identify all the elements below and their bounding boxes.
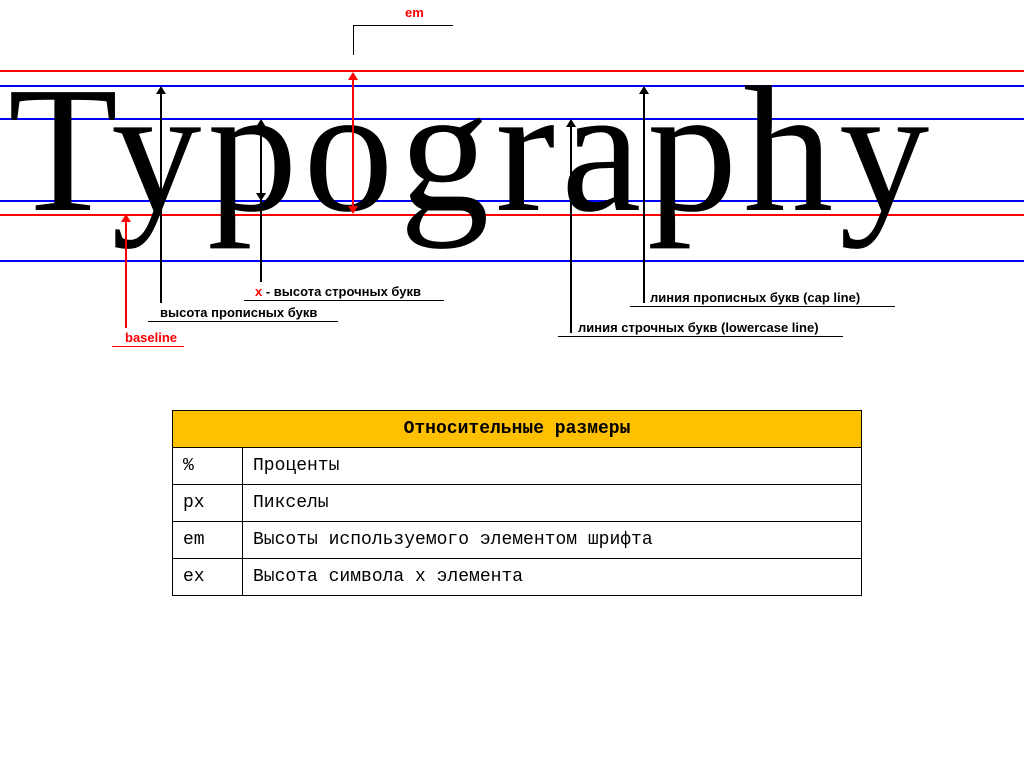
caps-arrow-down [156, 193, 166, 201]
x-height-arrow-down [256, 193, 266, 201]
x-height-vertical [260, 122, 262, 282]
capline-label-underline [630, 306, 895, 307]
table-row: px Пикселы [173, 485, 862, 522]
baseline-arrow [121, 214, 131, 222]
em-arrow-up [348, 72, 358, 80]
table-header: Относительные размеры [173, 411, 862, 448]
unit-cell: ex [173, 559, 243, 596]
baseline-label-underline [112, 346, 184, 347]
caps-label-underline [148, 321, 338, 322]
unit-cell: % [173, 448, 243, 485]
table-row: em Высоты используемого элементом шрифта [173, 522, 862, 559]
em-measure-line [352, 75, 354, 212]
lowercase-vertical [570, 121, 572, 333]
lowercase-arrow [566, 119, 576, 127]
lowercase-label: линия строчных букв (lowercase line) [578, 320, 819, 335]
typography-word: Typography [8, 60, 935, 240]
desc-cell: Пикселы [243, 485, 862, 522]
unit-cell: px [173, 485, 243, 522]
sizes-table-container: Относительные размеры % Проценты px Пикс… [172, 410, 862, 596]
table-row: % Проценты [173, 448, 862, 485]
em-horizontal-connector [353, 25, 453, 26]
descender-line [0, 260, 1024, 262]
x-label-underline [244, 300, 444, 301]
desc-cell: Проценты [243, 448, 862, 485]
capline-arrow [639, 86, 649, 94]
baseline-label: baseline [125, 330, 177, 345]
caps-arrow-up [156, 86, 166, 94]
caps-height-label: высота прописных букв [160, 305, 317, 320]
desc-cell: Высоты используемого элементом шрифта [243, 522, 862, 559]
sizes-table: Относительные размеры % Проценты px Пикс… [172, 410, 862, 596]
lowercase-label-underline [558, 336, 843, 337]
unit-cell: em [173, 522, 243, 559]
desc-cell: Высота символа x элемента [243, 559, 862, 596]
x-height-arrow-up [256, 119, 266, 127]
typography-diagram: Typography em x - высота строчных букв в… [0, 0, 1024, 360]
capline-label: линия прописных букв (cap line) [650, 290, 860, 305]
capline-vertical [643, 88, 645, 303]
table-row: ex Высота символа x элемента [173, 559, 862, 596]
em-vertical-connector [353, 25, 354, 55]
x-text: - высота строчных букв [262, 284, 421, 299]
em-label: em [405, 5, 424, 20]
x-height-label: x - высота строчных букв [255, 284, 421, 299]
em-arrow-down [348, 206, 358, 214]
baseline-vertical [125, 216, 127, 328]
